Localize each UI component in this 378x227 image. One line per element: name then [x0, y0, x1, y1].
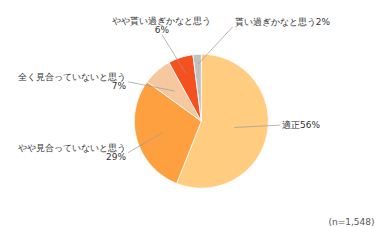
svg-text:適正56%: 適正56%: [282, 120, 320, 130]
svg-text:やや見合っていないと思う29%: やや見合っていないと思う29%: [18, 143, 126, 162]
svg-text:(n=1,548): (n=1,548): [328, 217, 374, 227]
svg-text:やや貰い過ぎかなと思う6%: やや貰い過ぎかなと思う6%: [112, 16, 211, 35]
svg-text:全く見合っていないと思う7%: 全く見合っていないと思う7%: [18, 72, 126, 91]
svg-text:貰い過ぎかなと思う2%: 貰い過ぎかなと思う2%: [235, 17, 331, 27]
